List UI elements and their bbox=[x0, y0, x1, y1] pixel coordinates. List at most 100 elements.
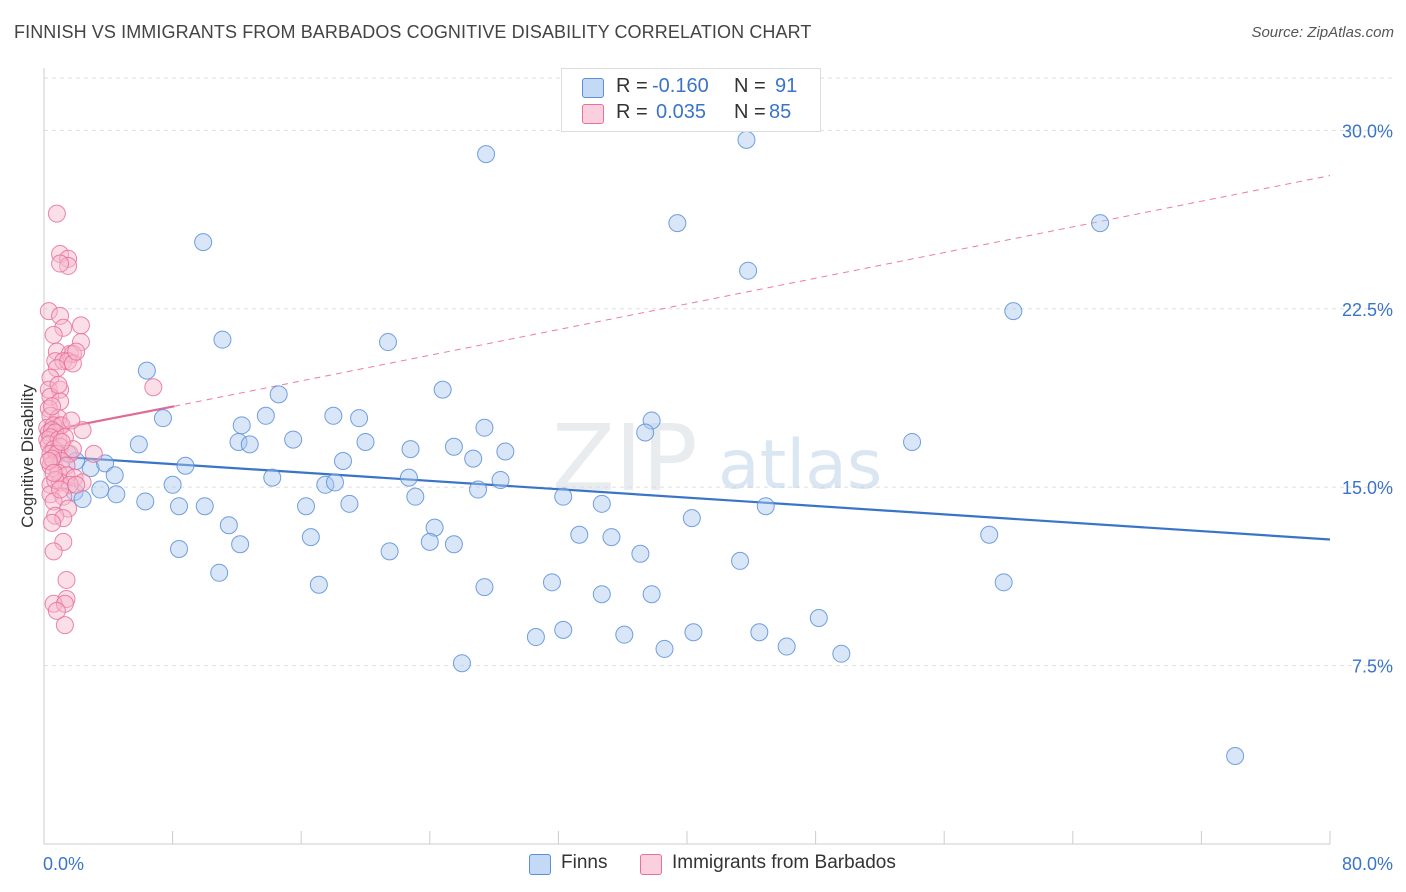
barbados-point bbox=[84, 444, 103, 463]
finns-point bbox=[491, 471, 510, 490]
finns-point bbox=[631, 544, 650, 563]
y-axis-label: Cognitive Disability bbox=[18, 384, 37, 528]
barbados-point bbox=[39, 302, 58, 321]
finns-point bbox=[475, 418, 494, 437]
finns-point bbox=[153, 409, 172, 428]
finns-point bbox=[615, 625, 634, 644]
correlation-legend: R = -0.160 N = 91 R = 0.035 N = 85 bbox=[561, 68, 821, 132]
barbados-point bbox=[60, 475, 79, 494]
barbados-point bbox=[62, 411, 81, 430]
barbados-point bbox=[55, 616, 74, 635]
finns-point bbox=[297, 497, 316, 516]
barbados-point bbox=[43, 449, 62, 468]
barbados-point bbox=[46, 471, 65, 490]
x-tick-label: 80.0% bbox=[1342, 854, 1393, 874]
finns-point bbox=[256, 406, 275, 425]
finns-point bbox=[554, 620, 573, 639]
barbados-point bbox=[44, 463, 63, 482]
chart-source: Source: ZipAtlas.com bbox=[1251, 24, 1394, 41]
bottom-swatch-barbados bbox=[640, 854, 662, 875]
finns-point bbox=[570, 525, 589, 544]
finns-point bbox=[737, 130, 756, 149]
barbados-point bbox=[63, 440, 82, 459]
finns-point bbox=[195, 497, 214, 516]
finns-point bbox=[399, 468, 418, 487]
finns-point bbox=[91, 480, 110, 499]
finns-point bbox=[301, 528, 320, 547]
legend-r-value: 0.035 bbox=[656, 101, 707, 123]
finns-point bbox=[105, 466, 124, 485]
finns-point bbox=[213, 330, 232, 349]
barbados-point bbox=[44, 492, 63, 511]
finns-point bbox=[452, 654, 471, 673]
finns-point bbox=[682, 509, 701, 528]
finns-point bbox=[136, 492, 155, 511]
finns-point bbox=[832, 644, 851, 663]
barbados-point bbox=[54, 532, 73, 551]
legend-n-value: 91 bbox=[775, 75, 798, 97]
barbados-point bbox=[47, 204, 66, 223]
finns-point bbox=[406, 487, 425, 506]
finns-point bbox=[210, 563, 229, 582]
finns-point bbox=[542, 573, 561, 592]
finns-point bbox=[170, 540, 189, 559]
finns-point bbox=[231, 535, 250, 554]
finns-point bbox=[380, 542, 399, 561]
finns-point bbox=[526, 628, 545, 647]
finns-point bbox=[444, 535, 463, 554]
finns-point bbox=[263, 468, 282, 487]
barbados-point bbox=[71, 316, 90, 335]
finns-point bbox=[642, 585, 661, 604]
barbados-point bbox=[52, 432, 71, 451]
barbados-point bbox=[51, 254, 70, 273]
y-tick-label: 15.0% bbox=[1342, 478, 1393, 498]
finns-point bbox=[739, 261, 758, 280]
watermark-atlas: atlas bbox=[718, 426, 882, 505]
finns-point bbox=[324, 406, 343, 425]
finns-point bbox=[433, 380, 452, 399]
barbados-point bbox=[44, 325, 63, 344]
finns-point bbox=[325, 473, 344, 492]
data-points bbox=[38, 130, 1245, 765]
finns-point bbox=[592, 585, 611, 604]
finns-point bbox=[602, 528, 621, 547]
finns-point bbox=[809, 609, 828, 628]
finns-point bbox=[163, 475, 182, 494]
finns-point bbox=[469, 480, 488, 499]
finns-point bbox=[642, 411, 661, 430]
finns-point bbox=[994, 573, 1013, 592]
bottom-legend-label: Immigrants from Barbados bbox=[672, 852, 896, 873]
trend-lines bbox=[51, 175, 1331, 541]
barbados-point bbox=[43, 397, 62, 416]
finns-point bbox=[81, 459, 100, 478]
finns-point bbox=[475, 578, 494, 597]
finns-point bbox=[592, 494, 611, 513]
legend-swatch-finns bbox=[582, 78, 604, 98]
finns-point bbox=[636, 423, 655, 442]
y-tick-label: 22.5% bbox=[1342, 300, 1393, 320]
barbados-point bbox=[47, 601, 66, 620]
barbados-point bbox=[67, 475, 86, 494]
finns-point bbox=[240, 435, 259, 454]
finns-point bbox=[731, 551, 750, 570]
finns-point bbox=[232, 416, 251, 435]
finns-point bbox=[777, 637, 796, 656]
finns-point bbox=[129, 435, 148, 454]
legend-r-label: R = bbox=[616, 101, 648, 123]
legend-n-value: 85 bbox=[769, 101, 792, 123]
finns-point bbox=[309, 575, 328, 594]
finns-point bbox=[176, 456, 195, 475]
finns-point bbox=[340, 494, 359, 513]
finns-point bbox=[554, 487, 573, 506]
finns-point bbox=[668, 214, 687, 233]
finns-point bbox=[750, 623, 769, 642]
finns-trend-line bbox=[51, 455, 1331, 541]
barbados-point bbox=[67, 342, 86, 361]
barbados-point bbox=[43, 513, 62, 532]
legend-r-value: -0.160 bbox=[652, 75, 709, 97]
finns-point bbox=[333, 452, 352, 470]
legend-swatch-barbados bbox=[582, 104, 604, 124]
finns-point bbox=[464, 449, 483, 468]
y-tick-label: 30.0% bbox=[1342, 121, 1393, 141]
